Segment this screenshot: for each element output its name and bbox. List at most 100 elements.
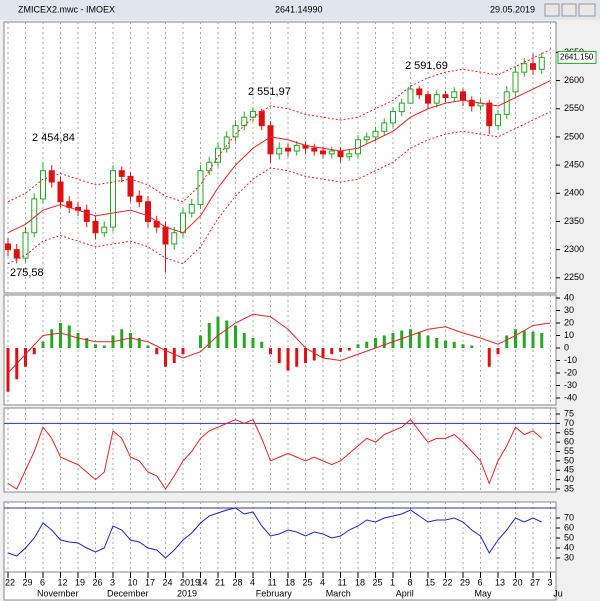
candle-body [398,102,405,113]
candle-body [171,232,178,245]
histogram-bar [102,345,106,348]
histogram-bar [321,348,325,358]
y-tick-label: 2300 [564,244,584,254]
candle-body [355,139,361,155]
candle-body [521,63,528,73]
month-label: May [475,588,493,598]
histogram-bar [207,323,211,348]
histogram-bar [496,348,500,355]
candle-body [127,175,134,197]
histogram-bar [391,333,395,348]
y-tick-label: 0 [564,342,569,352]
candle-body [425,94,431,104]
histogram-bar [330,348,334,355]
candle-body [267,125,274,155]
y-tick-label: 55 [564,446,574,456]
histogram-bar [155,348,159,355]
histogram-bar [41,341,45,348]
histogram-bar [435,338,439,348]
month-label: Ju [553,588,563,598]
candle-body [162,226,169,245]
x-tick-label: 15 [425,577,435,587]
histogram-bar [24,348,27,367]
histogram-bar [85,338,89,348]
histogram-bar [312,348,316,361]
x-tick-label: 3 [548,577,553,587]
x-tick-label: 8 [408,577,413,587]
peak-annotation: 2 454,84 [32,132,75,144]
x-tick-label: 28 [233,577,243,587]
price-tag-label: 2641.150 [560,53,594,62]
maximize-button[interactable] [561,3,577,17]
x-tick-label: 22 [5,577,15,587]
close-button[interactable] [578,3,596,17]
candle-body [346,153,353,158]
candle-body [92,220,99,234]
candle-body [136,195,143,203]
histogram-bar [76,333,80,348]
candle-body [311,147,318,152]
candle-body [250,111,256,118]
histogram-bar [137,338,141,348]
y-tick-label: 60 [564,437,574,447]
candle-body [503,91,510,115]
candle-body [241,116,248,127]
candle-body [276,147,283,155]
x-tick-label: 25 [373,577,383,587]
y-tick-label: 50 [564,455,574,465]
x-tick-label: 14 [198,577,208,587]
x-tick-label: 4 [320,577,325,587]
candle-body [293,144,300,152]
candle-body [197,170,204,206]
month-label: February [256,588,293,598]
candle-body [512,71,519,93]
x-tick-label: 25 [303,577,313,587]
candle-body [530,63,536,70]
histogram-bar [540,333,544,348]
peak-annotation: 2 591,69 [405,60,448,72]
histogram-bar [94,344,97,348]
y-tick-label: 35 [564,483,574,493]
candle-body [390,111,396,124]
histogram-bar [452,341,456,348]
histogram-bar [426,335,430,348]
x-tick-label: 1 [390,577,395,587]
histogram-bar [304,348,307,363]
histogram-bar [129,333,132,348]
x-tick-label: 24 [163,577,173,587]
candle-body [188,204,195,214]
candle-body [285,147,291,152]
month-label: December [107,588,149,598]
peak-annotation: 2 551,97 [248,86,291,98]
candle-body [442,94,449,98]
histogram-bar [120,329,124,348]
candle-body [451,91,458,98]
x-tick-label: 27 [530,577,540,587]
y-tick-label: 45 [564,465,574,475]
minimize-button[interactable] [544,3,560,17]
y-tick-label: 40 [564,542,574,552]
histogram-bar [242,333,246,348]
candle-body [381,122,388,132]
histogram-bar [50,329,54,348]
histogram-bar [295,348,299,367]
candle-body [495,113,501,127]
candle-body [538,56,545,70]
x-tick-label: 2019 [180,577,200,587]
candle-body [433,94,440,104]
histogram-bar [417,331,421,348]
panel [3,21,557,294]
candle-body [57,181,64,203]
candle-body [145,201,151,222]
candle-body [48,170,55,183]
candle-body [83,209,90,222]
y-tick-label: 70 [564,418,574,428]
histogram-bar [461,344,465,348]
histogram-bar [514,329,517,348]
candle-body [215,147,221,163]
candle-body [363,136,370,141]
candle-body [372,130,379,138]
indicator-line [7,313,551,374]
x-tick-label: 11 [338,577,347,587]
histogram-bar [505,335,509,348]
